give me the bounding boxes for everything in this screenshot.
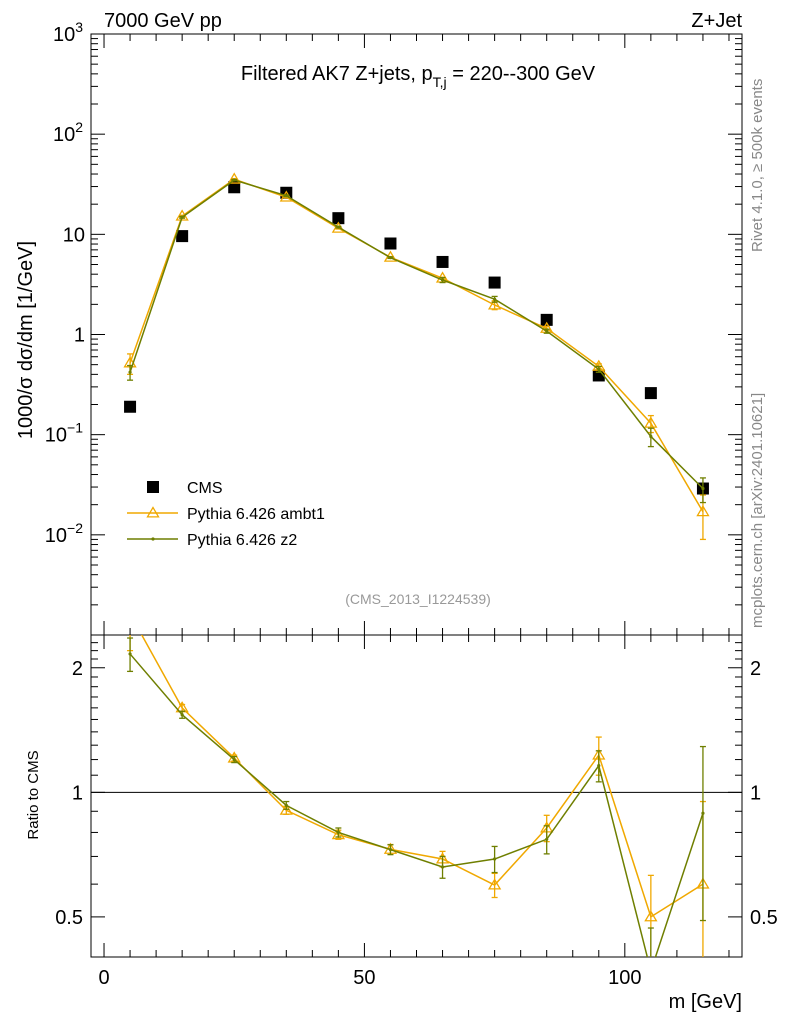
z2-point (440, 278, 445, 282)
chart-title: Filtered AK7 Z+jets, pT,j = 220--300 GeV (241, 63, 596, 90)
ratio-z2-point (128, 652, 132, 656)
ratio-plot-area (91, 608, 742, 972)
ratio-z2-point (440, 865, 445, 869)
ratio-y-tick-label-right: 1 (750, 782, 761, 804)
y-tick-label: 103 (53, 19, 83, 46)
mcplots-label: mcplots.cern.ch [arXiv:2401.10621] (749, 393, 766, 628)
header-left: 7000 GeV pp (104, 10, 222, 32)
cms-data-point (124, 400, 137, 413)
chart-title-tail: = 220--300 GeV (447, 63, 596, 85)
z2-point (545, 329, 549, 333)
ratio-z2-point (649, 969, 652, 972)
chart-title-main: Filtered AK7 Z+jets, p (241, 63, 433, 85)
ratio-z2-point (493, 857, 497, 861)
ratio-y-tick-label-right: 0.5 (750, 907, 778, 929)
y-tick-label: 10 (63, 224, 85, 246)
ratio-z2-point (180, 713, 184, 717)
z2-point (597, 367, 601, 371)
z2-point (701, 486, 705, 491)
ambt1-point (644, 416, 658, 428)
cms-data-point (540, 313, 553, 326)
ratio-z2-point (545, 837, 549, 841)
ratio-ambt1-point (644, 910, 658, 922)
x-axis-label: m [GeV] (669, 991, 742, 1013)
ratio-y-tick-label-right: 2 (750, 658, 761, 680)
chart-title-sub: T,j (433, 74, 447, 90)
x-tick-label: 50 (353, 967, 375, 989)
ratio-z2-point (336, 830, 340, 835)
z2-point (336, 225, 340, 229)
y-tick-label: 10−2 (45, 520, 83, 547)
y-tick-label: 10−1 (45, 420, 83, 447)
cms-data-point (384, 237, 397, 250)
ambt1-point (696, 504, 710, 517)
ratio-ambt1-point (125, 608, 136, 617)
ratio-z2-point (597, 764, 601, 768)
legend-label: CMS (187, 480, 223, 497)
y-tick-label: 102 (53, 119, 83, 146)
z2-point (232, 178, 236, 182)
z2-point (649, 434, 653, 439)
legend: CMS Pythia 6.426 ambt1 Pythia 6.426 z2 (127, 480, 325, 549)
cms-data-point (436, 255, 449, 268)
header-right: Z+Jet (691, 10, 742, 32)
x-tick-label: 0 (98, 967, 109, 989)
z2-point (180, 215, 184, 219)
z2-point (128, 370, 132, 374)
cms-data-point (488, 276, 501, 289)
legend-label: Pythia 6.426 z2 (187, 532, 297, 549)
y-tick-label: 1 (74, 325, 85, 347)
ratio-ambt1-point (487, 878, 502, 890)
cms-data-point (176, 230, 189, 243)
z2-point (284, 194, 288, 198)
ratio-frame (90, 634, 743, 958)
y-axis-label: 1000/σ dσ/dm [1/GeV] (15, 241, 37, 439)
z2-point (388, 256, 393, 260)
z2-point (493, 297, 497, 301)
ratio-z2-point (284, 803, 288, 807)
cms-data-point (644, 387, 657, 400)
legend-marker-z2 (151, 537, 155, 541)
cms-data-point (228, 181, 241, 194)
cms-data-point (332, 212, 345, 225)
legend-marker-ambt1 (146, 506, 160, 518)
legend-marker-cms (147, 481, 159, 493)
ratio-z2-point (388, 848, 393, 852)
ratio-y-tick-label: 0.5 (55, 907, 83, 929)
ratio-y-axis-label: Ratio to CMS (25, 750, 42, 839)
ratio-line-z2 (129, 653, 704, 957)
series-line-ambt1 (129, 178, 704, 513)
analysis-label: (CMS_2013_I1224539) (345, 591, 491, 607)
main-plot-area (123, 172, 710, 541)
x-tick-label: 100 (608, 967, 641, 989)
series-line-z2 (129, 179, 704, 490)
ambt1-point (487, 298, 502, 310)
ratio-y-tick-label: 2 (72, 658, 83, 680)
legend-label: Pythia 6.426 ambt1 (187, 506, 325, 523)
rivet-label: Rivet 4.1.0, ≥ 500k events (749, 79, 766, 252)
ratio-y-tick-label: 1 (72, 782, 83, 804)
ratio-line-ambt1 (140, 635, 704, 919)
ambt1-point (227, 172, 241, 184)
ratio-z2-point (701, 811, 705, 815)
ratio-z2-point (232, 757, 236, 762)
